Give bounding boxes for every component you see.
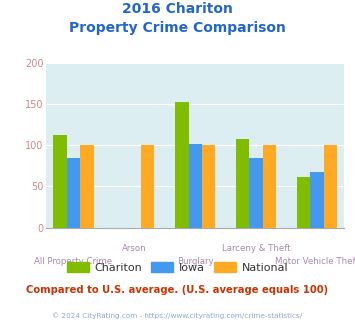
Text: Larceny & Theft: Larceny & Theft	[222, 244, 290, 253]
Bar	[310, 172, 324, 228]
Bar	[141, 145, 154, 228]
Text: Motor Vehicle Theft: Motor Vehicle Theft	[275, 257, 355, 266]
Text: Burglary: Burglary	[177, 257, 214, 266]
Bar	[202, 145, 215, 228]
Bar	[297, 177, 310, 228]
Bar	[54, 135, 67, 228]
Text: All Property Crime: All Property Crime	[34, 257, 113, 266]
Legend: Chariton, Iowa, National: Chariton, Iowa, National	[62, 258, 293, 278]
Bar	[250, 158, 263, 228]
Text: Property Crime Comparison: Property Crime Comparison	[69, 21, 286, 35]
Text: 2016 Chariton: 2016 Chariton	[122, 2, 233, 16]
Bar	[175, 102, 189, 228]
Bar	[263, 145, 276, 228]
Bar	[80, 145, 94, 228]
Text: Compared to U.S. average. (U.S. average equals 100): Compared to U.S. average. (U.S. average …	[26, 285, 329, 295]
Bar	[67, 157, 80, 228]
Bar	[324, 145, 337, 228]
Text: © 2024 CityRating.com - https://www.cityrating.com/crime-statistics/: © 2024 CityRating.com - https://www.city…	[53, 312, 302, 318]
Text: Arson: Arson	[122, 244, 147, 253]
Bar	[189, 144, 202, 228]
Bar	[236, 139, 250, 228]
